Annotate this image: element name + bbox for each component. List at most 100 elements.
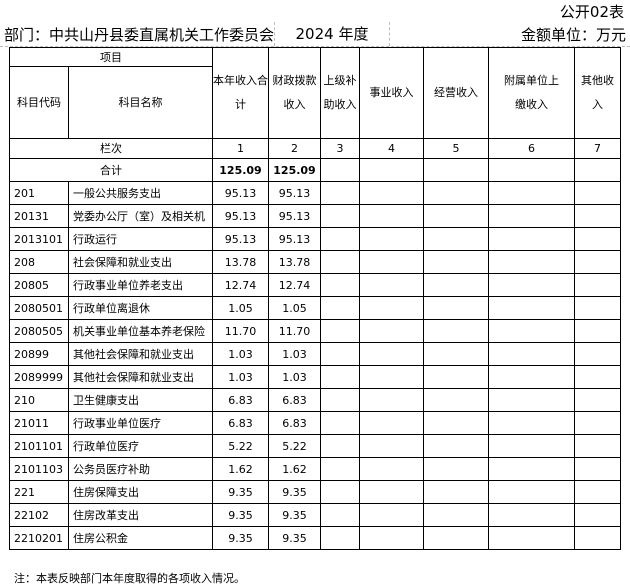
amount-cell: 12.74 bbox=[268, 273, 321, 297]
amount-cell bbox=[574, 457, 621, 481]
amount-cell bbox=[320, 204, 360, 228]
amount-cell bbox=[423, 250, 489, 274]
amount-cell bbox=[574, 480, 621, 504]
subject-code: 20805 bbox=[9, 273, 69, 297]
total-label: 合计 bbox=[9, 158, 213, 182]
total-value: 125.09 bbox=[268, 158, 321, 182]
subject-code: 22102 bbox=[9, 503, 69, 527]
header-col-5: 经营收入 bbox=[423, 47, 489, 139]
amount-cell bbox=[423, 503, 489, 527]
amount-cell bbox=[423, 388, 489, 412]
table-row: 208 社会保障和就业支出 13.78 13.78 bbox=[9, 250, 621, 274]
amount-cell bbox=[320, 434, 360, 458]
department: 部门：中共山丹县委直属机关工作委员会 bbox=[4, 26, 275, 44]
amount-cell: 12.74 bbox=[212, 273, 269, 297]
header-col-1: 本年收入合计 bbox=[212, 47, 269, 139]
subject-code: 210 bbox=[9, 388, 69, 412]
subject-name: 党委办公厅（室）及相关机 bbox=[68, 204, 213, 228]
amount-cell bbox=[359, 503, 424, 527]
amount-cell bbox=[574, 411, 621, 435]
amount-cell: 95.13 bbox=[268, 181, 321, 205]
amount-cell bbox=[488, 365, 575, 389]
amount-cell bbox=[488, 480, 575, 504]
subject-code: 2080501 bbox=[9, 296, 69, 320]
subject-name: 行政事业单位养老支出 bbox=[68, 273, 213, 297]
income-table: 项目 本年收入合计 财政拨款收入 上级补助收入 事业收入 经营收入 附属单位上缴… bbox=[9, 47, 621, 550]
col-number: 3 bbox=[320, 138, 360, 159]
amount-cell: 1.03 bbox=[268, 365, 321, 389]
amount-cell: 13.78 bbox=[212, 250, 269, 274]
amount-cell bbox=[320, 296, 360, 320]
subject-code: 21011 bbox=[9, 411, 69, 435]
amount-cell bbox=[574, 296, 621, 320]
amount-cell: 9.35 bbox=[268, 526, 321, 550]
amount-cell bbox=[574, 365, 621, 389]
amount-cell bbox=[320, 319, 360, 343]
footnote: 注：本表反映部门本年度取得的各项收入情况。 bbox=[14, 572, 245, 585]
table-row: 201 一般公共服务支出 95.13 95.13 bbox=[9, 181, 621, 205]
table-row: 22102 住房改革支出 9.35 9.35 bbox=[9, 503, 621, 527]
col-number: 7 bbox=[574, 138, 621, 159]
amount-cell: 9.35 bbox=[268, 480, 321, 504]
amount-cell bbox=[320, 227, 360, 251]
amount-cell bbox=[320, 457, 360, 481]
amount-cell bbox=[320, 503, 360, 527]
amount-cell bbox=[320, 250, 360, 274]
table-row: 221 住房保障支出 9.35 9.35 bbox=[9, 480, 621, 504]
total-value bbox=[574, 158, 621, 182]
amount-cell: 6.83 bbox=[268, 411, 321, 435]
amount-cell bbox=[359, 411, 424, 435]
amount-cell: 1.05 bbox=[268, 296, 321, 320]
amount-cell: 13.78 bbox=[268, 250, 321, 274]
amount-cell bbox=[574, 273, 621, 297]
total-value bbox=[423, 158, 489, 182]
subject-code: 221 bbox=[9, 480, 69, 504]
amount-cell bbox=[423, 457, 489, 481]
total-value bbox=[359, 158, 424, 182]
amount-cell bbox=[423, 204, 489, 228]
amount-cell: 11.70 bbox=[268, 319, 321, 343]
header-col-3: 上级补助收入 bbox=[320, 47, 360, 139]
subject-name: 机关事业单位基本养老保险 bbox=[68, 319, 213, 343]
subject-code: 2013101 bbox=[9, 227, 69, 251]
amount-cell bbox=[359, 526, 424, 550]
amount-cell bbox=[359, 296, 424, 320]
amount-cell bbox=[320, 480, 360, 504]
amount-cell bbox=[574, 181, 621, 205]
amount-cell: 6.83 bbox=[212, 411, 269, 435]
amount-cell: 11.70 bbox=[212, 319, 269, 343]
amount-cell bbox=[359, 273, 424, 297]
amount-cell bbox=[359, 388, 424, 412]
amount-cell bbox=[488, 342, 575, 366]
subject-code: 2080505 bbox=[9, 319, 69, 343]
table-row: 20899 其他社会保障和就业支出 1.03 1.03 bbox=[9, 342, 621, 366]
table-row: 2089999 其他社会保障和就业支出 1.03 1.03 bbox=[9, 365, 621, 389]
subject-name: 其他社会保障和就业支出 bbox=[68, 342, 213, 366]
amount-cell bbox=[423, 480, 489, 504]
table-row: 2080501 行政单位离退休 1.05 1.05 bbox=[9, 296, 621, 320]
table-row: 2210201 住房公积金 9.35 9.35 bbox=[9, 526, 621, 550]
amount-cell bbox=[320, 181, 360, 205]
table-row: 20805 行政事业单位养老支出 12.74 12.74 bbox=[9, 273, 621, 297]
total-row: 合计 125.09 125.09 bbox=[9, 158, 621, 182]
table-row: 2080505 机关事业单位基本养老保险 11.70 11.70 bbox=[9, 319, 621, 343]
amount-cell bbox=[423, 434, 489, 458]
subject-name: 行政单位医疗 bbox=[68, 434, 213, 458]
amount-cell bbox=[359, 181, 424, 205]
amount-cell: 6.83 bbox=[212, 388, 269, 412]
amount-cell: 95.13 bbox=[212, 181, 269, 205]
amount-cell bbox=[423, 342, 489, 366]
amount-cell: 1.62 bbox=[268, 457, 321, 481]
amount-cell bbox=[359, 434, 424, 458]
table-row: 20131 党委办公厅（室）及相关机 95.13 95.13 bbox=[9, 204, 621, 228]
amount-cell: 95.13 bbox=[212, 227, 269, 251]
amount-cell bbox=[423, 296, 489, 320]
amount-cell bbox=[488, 388, 575, 412]
amount-cell bbox=[488, 503, 575, 527]
col-number: 5 bbox=[423, 138, 489, 159]
amount-cell bbox=[320, 526, 360, 550]
amount-cell bbox=[488, 273, 575, 297]
table-row: 210 卫生健康支出 6.83 6.83 bbox=[9, 388, 621, 412]
divider bbox=[0, 46, 630, 47]
amount-cell bbox=[574, 204, 621, 228]
